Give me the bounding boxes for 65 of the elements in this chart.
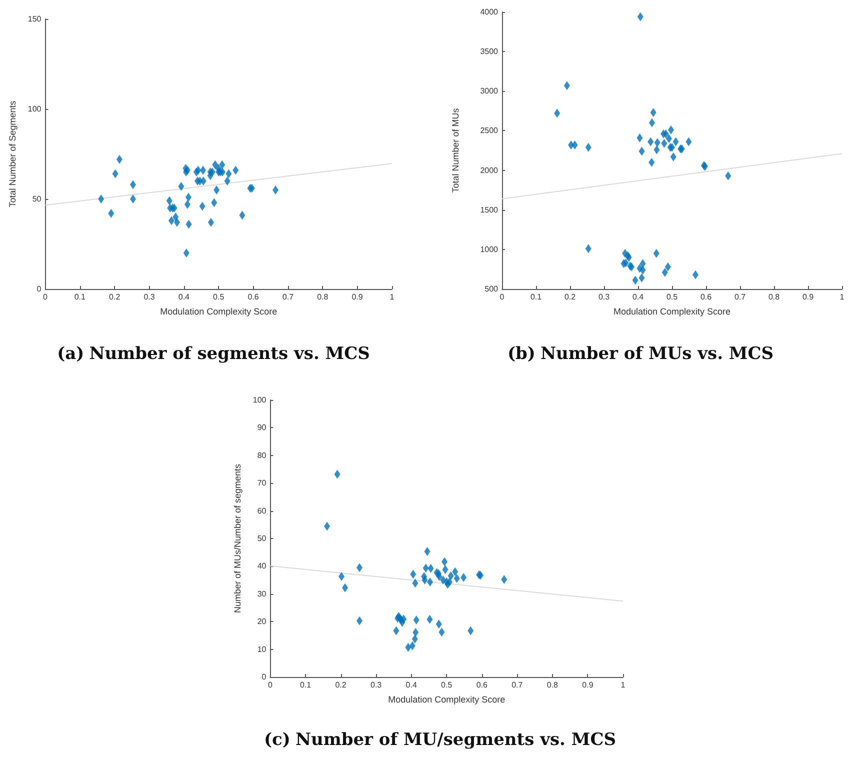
- x-tick-label: 1: [620, 680, 626, 690]
- y-tick-label: 0: [36, 284, 42, 294]
- y-tick-label: 40: [257, 562, 267, 571]
- x-axis-title: Modulation Complexity Score: [160, 306, 278, 316]
- x-tick-label: 0.4: [632, 292, 644, 302]
- x-axis-title: Modulation Complexity Score: [388, 694, 506, 704]
- x-tick-label: 0.8: [317, 292, 329, 302]
- y-tick-label: 1500: [480, 205, 499, 214]
- y-tick-label: 150: [28, 14, 42, 24]
- y-axis-title: Number of MUs/Number of segments: [232, 463, 242, 614]
- y-tick-label: 20: [257, 617, 267, 626]
- x-tick-label: 0.1: [74, 292, 86, 302]
- x-tick-label: 0.5: [666, 292, 678, 302]
- x-axis-title: Modulation Complexity Score: [613, 306, 731, 316]
- x-tick-label: 0.5: [213, 292, 225, 302]
- y-tick-label: 50: [32, 194, 42, 204]
- x-tick-label: 0.6: [700, 292, 712, 302]
- x-tick-label: 1: [390, 292, 395, 302]
- x-tick-label: 0.8: [768, 292, 780, 302]
- y-tick-label: 3000: [480, 86, 499, 96]
- y-axis-title: Total Number of MUs: [450, 108, 460, 193]
- x-tick-label: 0.9: [802, 292, 814, 302]
- x-tick-label: 0: [268, 680, 274, 690]
- y-tick-label: 2500: [480, 126, 499, 136]
- x-tick-label: 0.7: [282, 292, 294, 302]
- y-tick-label: 100: [28, 104, 42, 114]
- text: (a) Number of segments vs. MCS: [57, 344, 370, 364]
- x-tick-label: 0.4: [406, 680, 418, 690]
- x-tick-label: 0.7: [512, 680, 524, 690]
- y-axis-title: Total Number of Segments: [8, 100, 18, 208]
- y-tick-label: 0: [262, 672, 267, 682]
- x-tick-label: 0.9: [582, 680, 594, 690]
- text: (c) Number of MU/segments vs. MCS: [264, 730, 616, 750]
- x-tick-label: 0.1: [300, 680, 312, 690]
- y-tick-label: 90: [257, 423, 267, 432]
- y-tick-label: 30: [257, 589, 267, 598]
- y-tick-label: 3500: [480, 47, 499, 56]
- x-tick-label: 0.7: [734, 292, 746, 302]
- x-tick-label: 0: [43, 292, 48, 302]
- y-tick-label: 2000: [480, 166, 499, 175]
- x-tick-label: 0.2: [109, 292, 121, 302]
- x-tick-label: 0.8: [546, 680, 559, 690]
- x-tick-label: 0.3: [144, 292, 156, 302]
- x-tick-label: 0: [500, 292, 505, 302]
- x-tick-label: 1: [840, 292, 845, 302]
- x-tick-label: 0.2: [335, 680, 347, 690]
- y-tick-label: 500: [484, 284, 499, 294]
- y-tick-label: 1000: [480, 244, 499, 254]
- y-tick-label: 50: [257, 534, 267, 543]
- y-tick-label: 70: [257, 478, 267, 488]
- x-tick-label: 0.6: [476, 680, 488, 690]
- y-tick-label: 80: [257, 450, 267, 460]
- y-tick-label: 10: [257, 644, 267, 654]
- text: (b) Number of MUs vs. MCS: [507, 344, 774, 364]
- x-tick-label: 0.3: [598, 292, 610, 302]
- x-tick-label: 0.3: [370, 680, 382, 690]
- y-tick-label: 60: [257, 506, 267, 516]
- y-tick-label: 4000: [480, 8, 499, 16]
- x-tick-label: 0.4: [178, 292, 190, 302]
- y-tick-label: 100: [252, 396, 267, 404]
- x-tick-label: 0.2: [564, 292, 576, 302]
- x-tick-label: 0.6: [248, 292, 260, 302]
- x-tick-label: 0.9: [352, 292, 364, 302]
- x-tick-label: 0.5: [441, 680, 453, 690]
- x-tick-label: 0.1: [530, 292, 542, 302]
